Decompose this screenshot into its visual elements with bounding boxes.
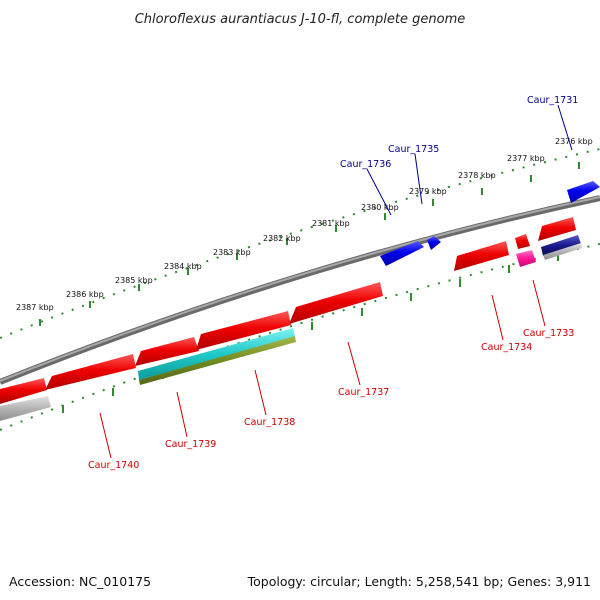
gene-label-caur-1738[interactable]: Caur_1738 [244, 417, 295, 428]
kbp-label: 2386 kbp [66, 290, 104, 299]
genome-backbone [0, 195, 600, 385]
gene-pink-feature[interactable] [516, 250, 536, 267]
kbp-label: 2376 kbp [555, 137, 593, 146]
kbp-label: 2384 kbp [164, 262, 202, 271]
kbp-label: 2385 kbp [115, 276, 153, 285]
kbp-label: 2387 kbp [16, 303, 54, 312]
gene-label-caur-1731[interactable]: Caur_1731 [527, 95, 578, 106]
gene-caur-1737-arrow[interactable] [289, 282, 383, 324]
gene-label-caur-1734[interactable]: Caur_1734 [481, 342, 532, 353]
kbp-label: 2378 kbp [458, 171, 496, 180]
kbp-label: 2379 kbp [409, 187, 447, 196]
gene-gray-feature-2[interactable] [543, 243, 582, 260]
gene-olive-feature[interactable] [139, 336, 296, 385]
forward-genes [380, 181, 600, 266]
accession-text: Accession: NC_010175 [9, 574, 151, 589]
gene-label-caur-1739[interactable]: Caur_1739 [165, 439, 216, 450]
gene-caur-1737a-arrow[interactable] [196, 311, 291, 350]
gene-labels: Caur_1731 Caur_1735 Caur_1736 Caur_1733 … [88, 95, 578, 471]
gene-navy-feature[interactable] [541, 235, 581, 256]
reverse-genes [0, 217, 582, 421]
gene-caur-1731-arrow[interactable] [567, 181, 600, 203]
gene-caur-1733-arrow[interactable] [515, 234, 530, 249]
gene-caur-1740-arrow[interactable] [0, 378, 47, 404]
kbp-label: 2383 kbp [213, 248, 251, 257]
kbp-label: 2382 kbp [263, 234, 301, 243]
kbp-label: 2381 kbp [312, 219, 350, 228]
map-title: Chloroflexus aurantiacus J-10-fl, comple… [135, 12, 466, 27]
gene-label-caur-1735[interactable]: Caur_1735 [388, 144, 439, 155]
gene-label-caur-1736[interactable]: Caur_1736 [340, 159, 391, 170]
gene-caur-1736-arrow[interactable] [380, 241, 424, 266]
gene-label-caur-1737[interactable]: Caur_1737 [338, 387, 389, 398]
gene-label-caur-1740[interactable]: Caur_1740 [88, 460, 139, 471]
gene-caur-1734-arrow[interactable] [454, 241, 509, 271]
genome-summary-text: Topology: circular; Length: 5,258,541 bp… [247, 574, 591, 589]
label-leaders [99, 104, 573, 459]
kbp-labels: 2387 kbp 2386 kbp 2385 kbp 2384 kbp 2383… [16, 137, 593, 312]
kbp-label: 2377 kbp [507, 154, 545, 163]
gene-caur-1739-arrow[interactable] [45, 354, 136, 390]
gene-caur-1735-arrow[interactable] [427, 236, 441, 250]
gene-gray-feature[interactable] [0, 396, 51, 421]
gene-caur-1732-arrow[interactable] [538, 217, 576, 241]
gene-caur-1738-arrow[interactable] [135, 337, 199, 366]
gene-cyan-feature[interactable] [138, 328, 295, 380]
kbp-label: 2380 kbp [361, 203, 399, 212]
gene-label-caur-1733[interactable]: Caur_1733 [523, 328, 574, 339]
outer-major-ticks [39, 162, 580, 326]
